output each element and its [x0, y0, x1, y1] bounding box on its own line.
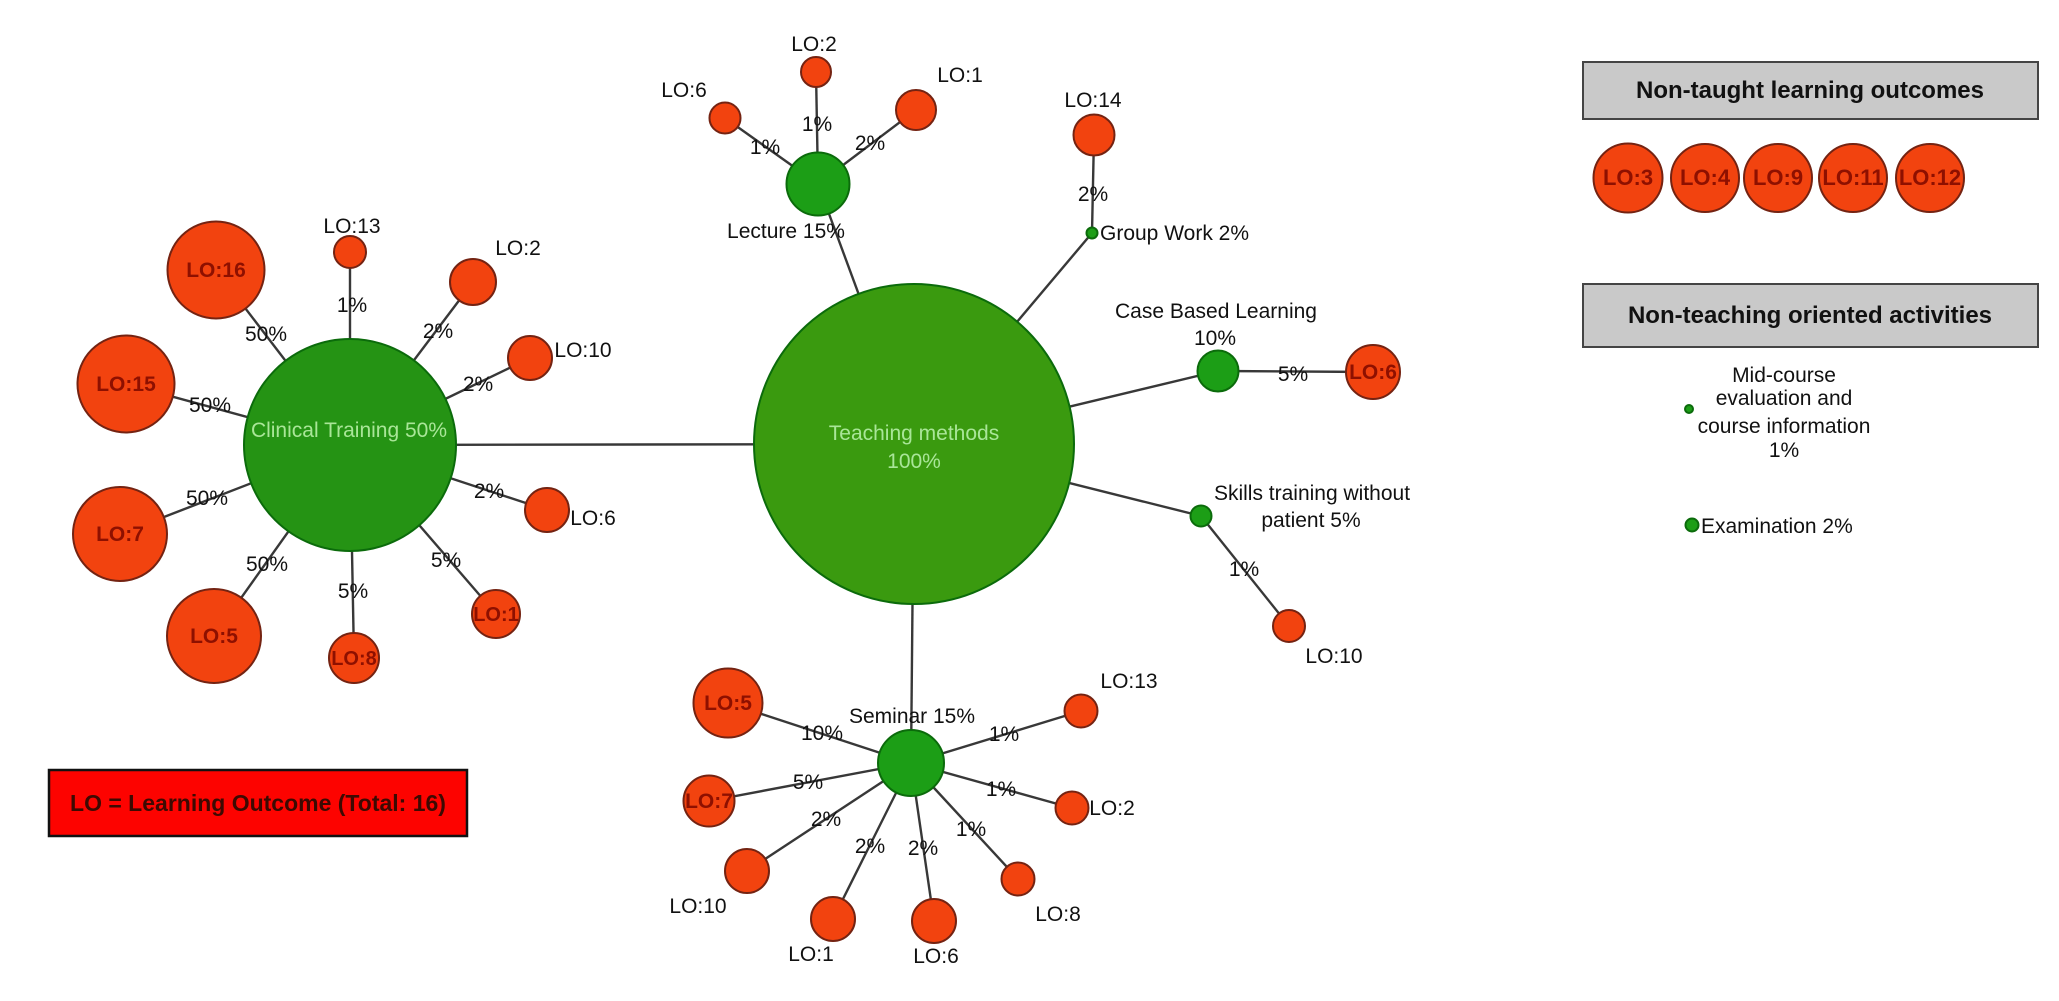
svg-text:5%: 5% [793, 771, 823, 794]
svg-text:LO:13: LO:13 [323, 215, 380, 238]
svg-text:LO:13: LO:13 [1100, 670, 1157, 693]
svg-text:LO:14: LO:14 [1064, 89, 1122, 112]
svg-text:LO:1: LO:1 [788, 943, 834, 966]
svg-text:Group Work 2%: Group Work 2% [1100, 222, 1249, 245]
svg-text:course information: course information [1698, 415, 1871, 438]
svg-text:1%: 1% [802, 113, 832, 136]
svg-text:1%: 1% [956, 818, 986, 841]
svg-text:1%: 1% [986, 778, 1016, 801]
svg-text:LO:15: LO:15 [96, 373, 156, 396]
svg-text:Skills training without: Skills training without [1214, 482, 1410, 505]
svg-text:100%: 100% [887, 450, 941, 473]
svg-text:LO:8: LO:8 [1035, 903, 1081, 926]
svg-text:LO = Learning Outcome (Total:: LO = Learning Outcome (Total: 16) [70, 790, 446, 816]
svg-text:LO:6: LO:6 [661, 79, 707, 102]
svg-text:2%: 2% [908, 837, 938, 860]
svg-text:LO:4: LO:4 [1680, 165, 1731, 190]
svg-text:LO:10: LO:10 [1305, 645, 1362, 668]
svg-text:LO:16: LO:16 [186, 259, 246, 282]
svg-text:LO:6: LO:6 [570, 507, 616, 530]
svg-text:LO:10: LO:10 [554, 339, 611, 362]
svg-text:2%: 2% [1078, 183, 1108, 206]
svg-text:Non-taught learning outcomes: Non-taught learning outcomes [1636, 77, 1984, 104]
svg-text:1%: 1% [989, 723, 1019, 746]
svg-text:5%: 5% [1278, 363, 1308, 386]
svg-text:LO:11: LO:11 [1822, 165, 1883, 190]
svg-text:patient 5%: patient 5% [1261, 509, 1360, 532]
svg-text:1%: 1% [337, 294, 367, 317]
svg-text:2%: 2% [811, 808, 841, 831]
svg-text:2%: 2% [474, 480, 504, 503]
svg-text:Examination 2%: Examination 2% [1701, 515, 1853, 538]
svg-text:50%: 50% [186, 487, 228, 510]
svg-text:LO:2: LO:2 [1089, 797, 1135, 820]
svg-text:Seminar 15%: Seminar 15% [849, 705, 975, 728]
svg-text:5%: 5% [338, 580, 368, 603]
svg-text:LO:2: LO:2 [495, 237, 541, 260]
svg-text:Case Based Learning: Case Based Learning [1115, 300, 1317, 323]
svg-text:LO:1: LO:1 [937, 64, 983, 87]
svg-text:LO:6: LO:6 [913, 945, 959, 968]
svg-text:1%: 1% [750, 136, 780, 159]
svg-text:LO:5: LO:5 [704, 692, 752, 715]
svg-text:10%: 10% [1194, 327, 1236, 350]
svg-text:10%: 10% [801, 722, 843, 745]
svg-text:Clinical Training 50%: Clinical Training 50% [251, 419, 447, 442]
svg-text:LO:7: LO:7 [685, 790, 733, 813]
svg-text:2%: 2% [463, 373, 493, 396]
svg-text:1%: 1% [1769, 439, 1799, 462]
svg-text:Non-teaching oriented activiti: Non-teaching oriented activities [1628, 302, 1992, 329]
svg-text:Teaching methods: Teaching methods [829, 422, 999, 445]
svg-text:50%: 50% [245, 323, 287, 346]
svg-text:2%: 2% [855, 835, 885, 858]
svg-text:LO:2: LO:2 [791, 33, 837, 56]
svg-text:5%: 5% [431, 549, 461, 572]
svg-text:50%: 50% [246, 553, 288, 576]
svg-text:1%: 1% [1229, 558, 1259, 581]
svg-text:2%: 2% [423, 320, 453, 343]
svg-text:Lecture 15%: Lecture 15% [727, 220, 845, 243]
svg-text:LO:1: LO:1 [473, 604, 519, 626]
svg-text:2%: 2% [855, 132, 885, 155]
svg-text:LO:10: LO:10 [669, 895, 726, 918]
svg-text:50%: 50% [189, 394, 231, 417]
svg-text:LO:12: LO:12 [1899, 165, 1961, 190]
svg-text:Mid-course: Mid-course [1732, 364, 1836, 387]
svg-text:LO:5: LO:5 [190, 625, 238, 648]
svg-text:LO:9: LO:9 [1753, 165, 1803, 190]
svg-text:evaluation and: evaluation and [1716, 387, 1853, 410]
svg-text:LO:7: LO:7 [96, 523, 144, 546]
svg-text:LO:6: LO:6 [1349, 361, 1397, 384]
svg-text:LO:8: LO:8 [331, 648, 377, 670]
svg-text:LO:3: LO:3 [1603, 165, 1653, 190]
